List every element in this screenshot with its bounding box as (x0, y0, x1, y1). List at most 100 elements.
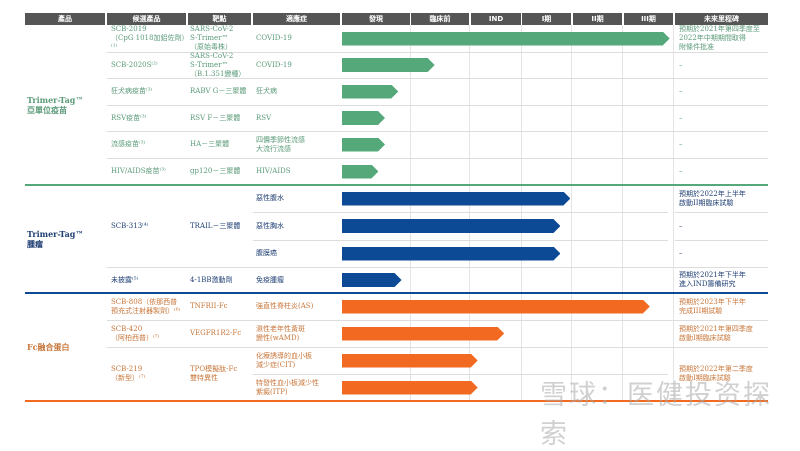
indication-text: 狂犬病 (256, 87, 277, 95)
progress-bar (342, 85, 398, 99)
candidate-name: SCB-420 （阿柏西普）⁽⁷⁾ (111, 320, 187, 347)
target: RABV G－三聚體 (190, 78, 252, 105)
progress-bar (342, 247, 560, 261)
group-label: Trimer-Tag™ 腫瘤 (27, 185, 107, 293)
progress-bar (342, 273, 402, 287)
indication: 狂犬病 (256, 78, 340, 105)
milestone-text: – (679, 167, 683, 175)
group-label: Trimer-Tag™ 亞單位疫苗 (27, 25, 107, 185)
header-0: 產品 (25, 13, 105, 25)
milestone: – (679, 52, 769, 78)
target: VEGFR1R2-Fc (190, 320, 252, 347)
row-divider (107, 267, 675, 268)
header-2: 靶點 (188, 13, 251, 25)
progress-bar (342, 354, 478, 368)
row-divider (675, 347, 768, 348)
row-divider (107, 158, 675, 159)
row-divider (107, 131, 675, 132)
candidate-name: 狂犬病疫苗⁽³⁾ (111, 78, 187, 105)
header-9-text: III期 (641, 15, 656, 23)
header-7: I期 (522, 13, 571, 25)
section-divider (25, 400, 768, 402)
header-1: 候選產品 (107, 13, 186, 25)
indication-text: 特發性血小板減少性 紫癜(ITP) (256, 378, 319, 396)
milestone: – (679, 158, 769, 185)
row-divider (253, 212, 668, 213)
milestone-text: 預期於2022年上半年 啟動II期臨床試驗 (679, 189, 746, 207)
candidate-name-text: HIV/AIDS疫苗⁽³⁾ (111, 167, 166, 175)
milestone-text: 預期於2021年下半年 進入IND籌備研究 (679, 271, 746, 288)
header-4-text: 發現 (369, 15, 383, 23)
milestone-text: 預期於2021年第四季度 啟動I期臨床試驗 (679, 324, 753, 342)
indication: 腹膜癌 (256, 240, 340, 267)
indication-text: RSV (256, 113, 272, 122)
milestone: 預期於2022年上半年 啟動II期臨床試驗 (679, 185, 769, 212)
target-text: TNFRII-Fc (190, 302, 228, 310)
row-divider (253, 240, 668, 241)
header-4: 發現 (342, 13, 410, 25)
header-8-text: II期 (591, 15, 604, 23)
group-label-text: Trimer-Tag™ 亞單位疫苗 (27, 95, 84, 115)
target-text: TPO模擬肽-Fc 雙特異性 (190, 365, 238, 382)
candidate-name-text: SCB-219 （新型）⁽⁷⁾ (111, 365, 146, 382)
header-8: II期 (573, 13, 622, 25)
indication-text: HIV/AIDS (256, 167, 291, 175)
target: TRAIL－三聚體 (190, 185, 252, 267)
indication-text: COVID-19 (256, 34, 292, 42)
indication: HIV/AIDS (256, 158, 340, 185)
indication: 免疫腫瘤 (256, 267, 340, 293)
milestone: – (679, 212, 769, 240)
grid-line (622, 25, 623, 402)
candidate-name-text: RSV疫苗⁽³⁾ (111, 113, 147, 122)
grid-line (410, 25, 411, 402)
indication-text: 惡性胸水 (256, 221, 284, 230)
progress-bar (342, 165, 378, 179)
progress-bar (342, 138, 385, 152)
header-2-text: 靶點 (212, 15, 227, 23)
group-label-text: Trimer-Tag™ 腫瘤 (27, 229, 84, 249)
milestone-text: – (679, 140, 683, 148)
milestone: – (679, 78, 769, 105)
indication: RSV (256, 105, 340, 131)
indication-text: 腹膜癌 (256, 249, 277, 257)
header-3: 適應症 (253, 13, 340, 25)
milestone: 預期於2021年第四季度 啟動I期臨床試驗 (679, 320, 769, 347)
target-text: TRAIL－三聚體 (190, 221, 241, 230)
header-0-text: 產品 (58, 15, 72, 23)
indication-text: 濕性老年性黃斑 變性(wAMD) (256, 324, 305, 342)
milestone-text: – (679, 60, 683, 69)
indication: COVID-19 (256, 52, 340, 78)
indication-text: 四價季節性流感 大流行流感 (256, 135, 305, 153)
row-divider (675, 105, 768, 106)
row-divider (107, 52, 675, 53)
header-3-text: 適應症 (286, 15, 307, 23)
indication: 惡性腹水 (256, 185, 340, 212)
milestone: 預期於2022年第二季度 啟動I期臨床試驗 (679, 347, 769, 401)
row-divider (675, 131, 768, 132)
progress-bar (342, 111, 385, 125)
target: RSV F－三聚體 (190, 105, 252, 131)
milestone: 預期於2021年下半年 進入IND籌備研究 (679, 267, 769, 293)
target: HA－三聚體 (190, 131, 252, 158)
row-divider (675, 212, 768, 213)
row-divider (675, 240, 768, 241)
milestone: – (679, 240, 769, 267)
milestone-text: 預期於2021年第四季度至 2022年中期期間取得 附條件批准 (679, 25, 760, 51)
milestone-text: 預期於2023年下半年 完成III期試驗 (679, 297, 746, 315)
row-divider (107, 320, 675, 321)
indication-text: 免疫腫瘤 (256, 275, 284, 284)
target-text: SARS-CoV-2 S-Trimer™ （原始毒株） (190, 25, 234, 51)
candidate-name: HIV/AIDS疫苗⁽³⁾ (111, 158, 187, 185)
candidate-name-text: SCB-420 （阿柏西普）⁽⁷⁾ (111, 324, 160, 342)
section-divider (25, 292, 768, 294)
milestone-text: – (679, 221, 683, 230)
header-7-text: I期 (541, 15, 552, 23)
indication: 四價季節性流感 大流行流感 (256, 131, 340, 158)
milestone-text: – (679, 87, 683, 95)
section-divider (25, 184, 768, 186)
target: SARS-CoV-2 S-Trimer™ （原始毒株） (190, 25, 252, 52)
target-text: HA－三聚體 (190, 140, 230, 148)
header-5-text: 臨床前 (429, 15, 451, 23)
candidate-name: SCB-2019 （CpG 1018加鋁佐劑）⁽¹⁾ (111, 25, 187, 52)
milestone: – (679, 105, 769, 131)
